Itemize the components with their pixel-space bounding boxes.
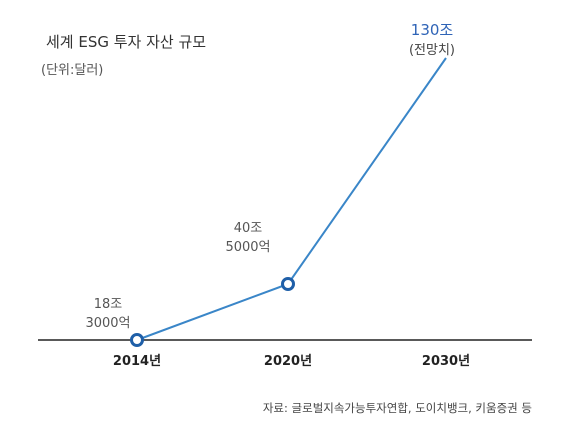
series-line: [136, 57, 447, 341]
chart-unit-note: (단위:달러): [41, 63, 104, 78]
x-tick-label-0: 2014년: [113, 354, 161, 369]
chart-source-note: 자료: 글로벌지속가능투자연합, 도이치뱅크, 키움증권 등: [262, 401, 532, 415]
x-tick-label-2: 2030년: [422, 354, 470, 369]
data-point-0: [130, 333, 144, 347]
x-tick-label-1: 2020년: [264, 354, 312, 369]
data-point-1: [281, 277, 295, 291]
data-label-0-line2: 3000억: [85, 316, 130, 331]
data-label-1-line2: 5000억: [225, 240, 270, 255]
chart-title: 세계 ESG 투자 자산 규모: [46, 33, 207, 51]
data-label-2-line1: 130조: [411, 21, 454, 39]
data-label-1-line1: 40조: [234, 221, 263, 236]
data-label-2-line2: (전망치): [409, 43, 455, 58]
data-label-0-line1: 18조: [94, 297, 123, 312]
